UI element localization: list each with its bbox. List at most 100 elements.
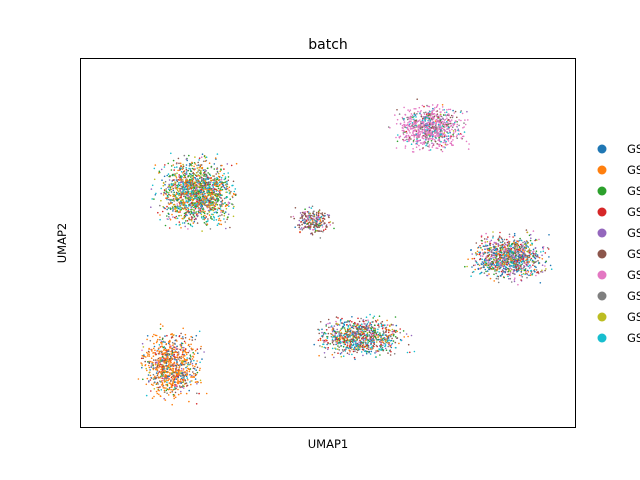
point: [376, 331, 379, 333]
point: [325, 325, 328, 327]
point: [182, 184, 184, 186]
point: [214, 199, 217, 202]
point: [382, 330, 385, 333]
point: [202, 215, 205, 217]
point: [508, 233, 511, 236]
point: [169, 340, 171, 343]
point: [488, 253, 491, 256]
point: [153, 345, 156, 348]
point: [191, 380, 193, 382]
point: [494, 242, 496, 244]
point: [483, 238, 486, 240]
point: [349, 346, 351, 348]
point: [216, 168, 218, 171]
point: [416, 132, 419, 135]
point: [205, 156, 208, 158]
point: [515, 268, 518, 271]
point: [340, 318, 342, 321]
point: [379, 334, 382, 336]
point: [429, 149, 432, 151]
point: [491, 251, 493, 254]
point: [361, 348, 364, 351]
point: [542, 247, 545, 250]
point: [526, 261, 528, 264]
point: [521, 255, 524, 257]
point: [221, 181, 223, 183]
point: [223, 178, 226, 181]
point: [202, 189, 204, 191]
point: [487, 264, 490, 267]
point: [194, 163, 197, 165]
point: [203, 155, 206, 157]
point: [177, 179, 180, 181]
point: [326, 337, 329, 340]
point: [403, 106, 405, 109]
point: [492, 235, 494, 237]
point: [527, 254, 529, 257]
point: [228, 189, 231, 192]
point: [419, 119, 421, 121]
point: [391, 330, 394, 333]
point: [465, 140, 468, 143]
point: [370, 327, 372, 330]
point: [180, 370, 183, 372]
point: [492, 267, 495, 270]
point: [522, 258, 525, 260]
point: [335, 340, 337, 342]
point: [482, 262, 485, 265]
point: [356, 331, 358, 334]
point: [217, 199, 220, 201]
point: [210, 204, 212, 207]
point: [343, 349, 346, 351]
point: [519, 259, 522, 262]
point: [511, 262, 514, 265]
point: [495, 277, 498, 280]
point: [487, 259, 489, 262]
point: [169, 367, 172, 370]
point: [196, 175, 198, 177]
point: [428, 149, 431, 152]
point: [534, 252, 537, 255]
point: [195, 199, 198, 202]
point: [514, 252, 517, 255]
point: [536, 254, 539, 256]
point: [423, 105, 425, 108]
point: [179, 190, 182, 192]
point: [189, 219, 191, 221]
point: [516, 243, 518, 246]
point: [221, 214, 223, 216]
point: [232, 184, 234, 187]
point: [416, 121, 418, 123]
point: [190, 170, 192, 173]
point: [187, 195, 189, 198]
point: [429, 121, 432, 124]
point: [463, 126, 465, 128]
point: [427, 121, 430, 123]
point: [164, 180, 167, 183]
point: [526, 231, 529, 234]
point: [462, 135, 465, 138]
point: [413, 134, 415, 136]
point: [146, 377, 149, 380]
point: [155, 192, 157, 195]
point: [435, 106, 438, 108]
point: [503, 252, 506, 254]
point: [402, 133, 405, 136]
point: [146, 351, 148, 354]
point: [435, 118, 438, 121]
point: [179, 179, 181, 181]
point: [447, 132, 449, 134]
point: [535, 255, 538, 258]
point: [365, 316, 368, 319]
point: [408, 123, 411, 126]
point: [460, 133, 463, 136]
point: [167, 186, 169, 189]
point: [448, 129, 451, 132]
point: [518, 255, 521, 257]
point: [347, 339, 350, 342]
point: [511, 243, 513, 246]
point: [515, 259, 517, 262]
point: [516, 265, 519, 267]
point: [151, 361, 153, 364]
point: [337, 317, 339, 319]
